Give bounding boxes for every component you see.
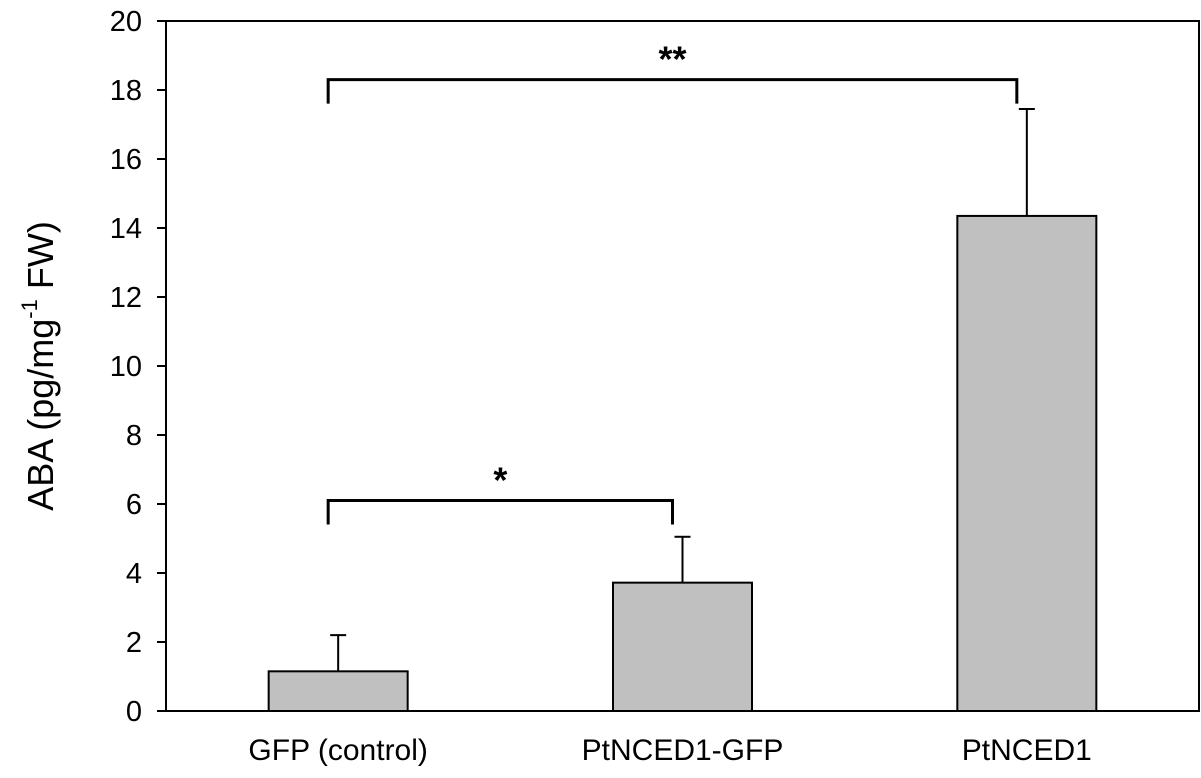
y-tick-label-10: 10 — [110, 351, 142, 383]
y-tick-label-14: 14 — [110, 213, 142, 245]
y-axis-title: ABA (pg/mg-1 FW) — [17, 221, 61, 511]
bar-3 — [956, 214, 1098, 713]
bar-2 — [612, 581, 753, 712]
y-tick-label-8: 8 — [126, 420, 142, 452]
y-tick-label-20: 20 — [110, 6, 142, 38]
bar-1 — [267, 670, 409, 713]
y-axis-title-superscript: -1 — [17, 299, 42, 319]
y-tick-label-6: 6 — [126, 489, 142, 521]
significance-label-1: * — [493, 460, 507, 501]
y-tick-label-4: 4 — [126, 558, 142, 590]
x-category-label-3: PtNCED1 — [962, 734, 1092, 767]
significance-label-2: ** — [658, 39, 686, 80]
plot-area: 0 2 4 6 8 10 12 14 16 18 20 GFP (control) PtNCED1-GF… — [110, 6, 1200, 767]
x-category-label-1: GFP (control) — [248, 734, 428, 767]
error-bar-3 — [1018, 107, 1035, 216]
error-bar-2 — [674, 535, 691, 583]
y-tick-label-2: 2 — [126, 627, 142, 659]
y-tick-label-18: 18 — [110, 75, 142, 107]
y-tick-label-16: 16 — [110, 144, 142, 176]
y-tick-label-0: 0 — [126, 696, 142, 728]
y-tick-label-12: 12 — [110, 282, 142, 314]
significance-bracket-1 — [326, 499, 674, 525]
x-category-label-2: PtNCED1-GFP — [582, 734, 784, 767]
error-bar-1 — [330, 634, 347, 672]
y-axis-title-main: ABA (pg/mg — [20, 319, 61, 511]
significance-bracket-2 — [326, 78, 1019, 104]
y-axis-title-tail: FW) — [20, 221, 61, 299]
